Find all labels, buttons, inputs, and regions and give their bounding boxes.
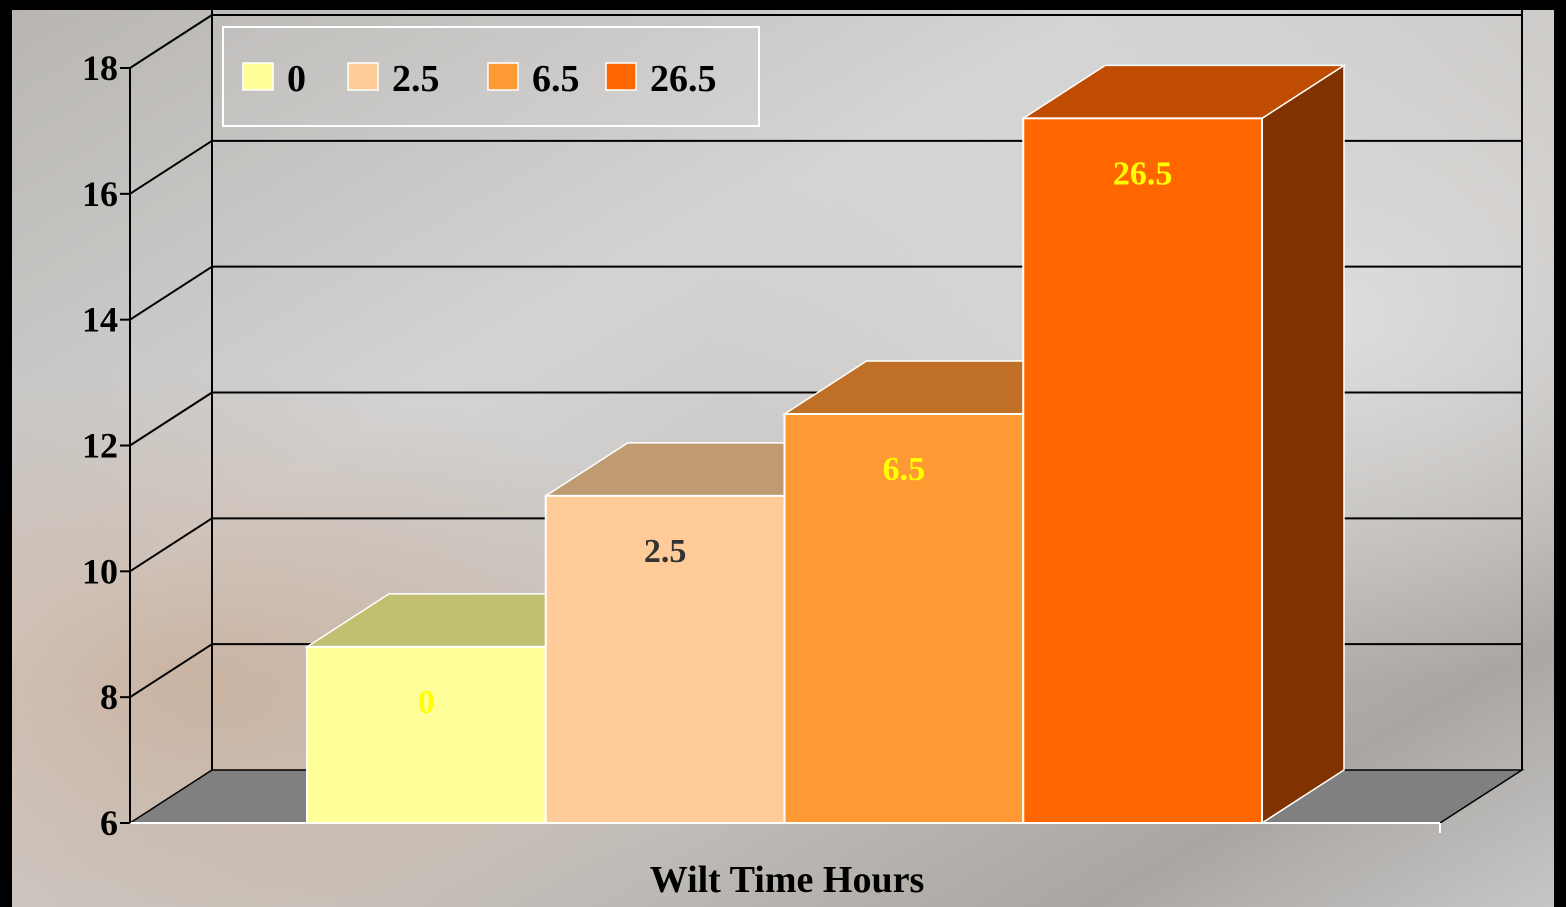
legend: 0 2.5 6.5 26.5 <box>222 26 760 127</box>
bar-0 <box>306 645 547 824</box>
legend-label: 0 <box>287 58 306 100</box>
y-tick-label: 18 <box>82 48 118 88</box>
y-tick-label: 10 <box>82 551 118 591</box>
bar-labels: 0 2.5 6.5 26.5 <box>418 155 1173 721</box>
y-tick-label: 14 <box>82 300 118 340</box>
legend-label: 6.5 <box>532 58 580 100</box>
y-tick-label: 6 <box>100 803 118 843</box>
bar-value-label: 26.5 <box>1113 155 1173 192</box>
x-axis-title: Wilt Time Hours <box>650 859 924 901</box>
bar-1 <box>544 494 786 824</box>
gridline-depth <box>129 14 213 69</box>
bar-3 <box>1022 117 1263 825</box>
legend-swatch <box>242 62 274 91</box>
legend-swatch <box>347 62 379 91</box>
bar-2 <box>783 413 1025 824</box>
y-tick-label: 8 <box>100 677 118 717</box>
legend-label: 26.5 <box>650 58 717 100</box>
bars <box>304 63 1347 825</box>
y-tick-label: 12 <box>82 426 118 466</box>
gridline-depth <box>129 265 213 321</box>
gridline-depth <box>129 391 213 447</box>
legend-label: 2.5 <box>392 58 440 100</box>
bar-value-label: 0 <box>418 684 435 721</box>
bar-value-label: 2.5 <box>644 533 687 570</box>
y-tick-label: 16 <box>82 174 118 214</box>
gridline-depth <box>129 643 213 699</box>
y-axis: 6 8 10 12 14 16 18 <box>82 48 131 843</box>
legend-swatch <box>487 62 519 91</box>
gridline-depth <box>129 139 213 195</box>
bar-side-3 <box>1261 63 1345 825</box>
gridline-depth <box>129 517 213 573</box>
legend-swatch <box>605 62 637 91</box>
bar-value-label: 6.5 <box>883 451 926 488</box>
